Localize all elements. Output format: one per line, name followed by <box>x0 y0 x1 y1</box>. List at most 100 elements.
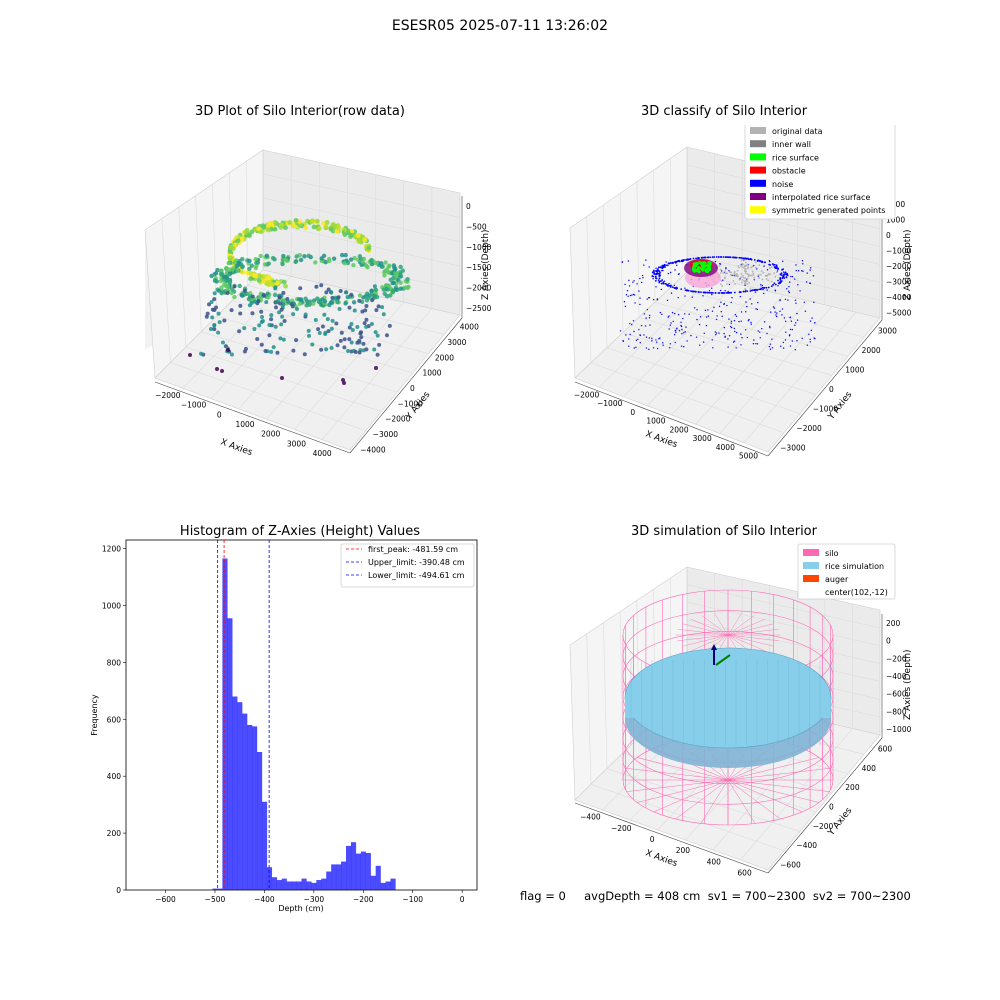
data-point <box>776 270 779 272</box>
data-point <box>405 285 410 291</box>
x-tick-label: 400 <box>707 857 722 866</box>
histogram-bar <box>360 851 366 890</box>
data-point <box>763 321 766 323</box>
data-point <box>743 280 745 282</box>
data-point <box>788 291 791 294</box>
auger-marker <box>711 644 731 666</box>
data-point <box>330 295 335 300</box>
data-point <box>310 342 315 347</box>
data-point <box>255 260 261 265</box>
data-point <box>282 319 287 324</box>
data-point <box>229 352 234 357</box>
data-point <box>694 268 698 272</box>
data-point <box>695 262 699 266</box>
data-point <box>744 281 747 284</box>
data-point <box>324 347 329 352</box>
data-point <box>222 282 227 287</box>
data-point <box>746 263 749 266</box>
data-point <box>380 305 385 310</box>
data-point <box>708 265 711 268</box>
data-point <box>299 297 304 302</box>
data-point <box>297 301 303 307</box>
data-point <box>729 256 732 259</box>
data-point <box>649 324 651 326</box>
data-point <box>795 302 797 304</box>
data-point <box>258 253 263 259</box>
data-point <box>294 306 299 311</box>
y-tick-label: 200 <box>845 783 860 792</box>
data-point <box>719 289 722 292</box>
data-point <box>359 335 364 340</box>
y-tick-label: 1000 <box>102 601 121 610</box>
data-point <box>635 339 638 341</box>
data-point <box>657 266 660 269</box>
silo-top-wire <box>727 613 742 636</box>
data-point <box>639 303 641 306</box>
data-point <box>658 275 661 277</box>
data-point <box>633 280 635 282</box>
data-point <box>670 322 672 324</box>
data-point <box>637 338 639 341</box>
data-point <box>680 325 683 328</box>
x-tick-label: −500 <box>205 895 226 904</box>
data-point <box>641 274 644 277</box>
data-point <box>801 337 803 339</box>
data-point <box>744 264 746 267</box>
x-tick-label: −1000 <box>181 401 207 410</box>
data-point <box>319 347 324 352</box>
x-tick-label: −200 <box>611 824 632 833</box>
data-point <box>342 337 347 342</box>
data-point <box>763 286 766 289</box>
data-point <box>712 347 714 349</box>
data-point <box>814 337 816 340</box>
data-point <box>273 285 278 290</box>
data-point <box>313 318 318 323</box>
data-point <box>320 324 325 329</box>
data-point <box>696 318 698 321</box>
data-point <box>661 313 663 316</box>
data-point <box>632 320 635 322</box>
grid-line <box>686 584 881 629</box>
grid-line <box>262 245 461 291</box>
data-point <box>753 264 755 267</box>
histogram-bar <box>311 882 317 890</box>
data-point <box>219 285 224 290</box>
grid-line <box>216 315 413 374</box>
data-point <box>660 282 663 285</box>
data-point <box>323 330 328 335</box>
data-point <box>770 280 773 283</box>
data-point <box>666 285 669 287</box>
histogram-bar <box>271 877 277 890</box>
data-point <box>227 255 233 261</box>
data-point <box>209 299 214 304</box>
data-point <box>765 278 768 280</box>
data-point <box>722 256 725 258</box>
data-point <box>794 324 796 326</box>
y-tick-label: 600 <box>878 745 893 754</box>
data-point <box>760 270 763 272</box>
data-point <box>767 286 770 289</box>
data-point <box>717 256 720 258</box>
data-point <box>738 256 741 259</box>
x-tick-label: −600 <box>155 895 176 904</box>
data-point <box>266 261 271 266</box>
silo-floor-wire <box>727 768 830 781</box>
data-point <box>711 256 714 259</box>
data-point <box>280 376 284 380</box>
data-point <box>769 348 772 350</box>
data-point <box>286 299 291 304</box>
data-point <box>744 277 746 280</box>
data-point <box>759 274 762 276</box>
histogram-bar <box>390 878 396 890</box>
data-point <box>769 264 772 266</box>
data-point <box>757 330 759 332</box>
data-point <box>676 260 679 263</box>
silo-top-wire <box>677 634 729 642</box>
data-point <box>291 223 297 229</box>
data-point <box>281 279 287 285</box>
data-point <box>655 277 657 280</box>
data-point <box>644 325 647 327</box>
data-point <box>188 353 192 357</box>
data-point <box>328 300 334 305</box>
data-point <box>680 288 683 291</box>
